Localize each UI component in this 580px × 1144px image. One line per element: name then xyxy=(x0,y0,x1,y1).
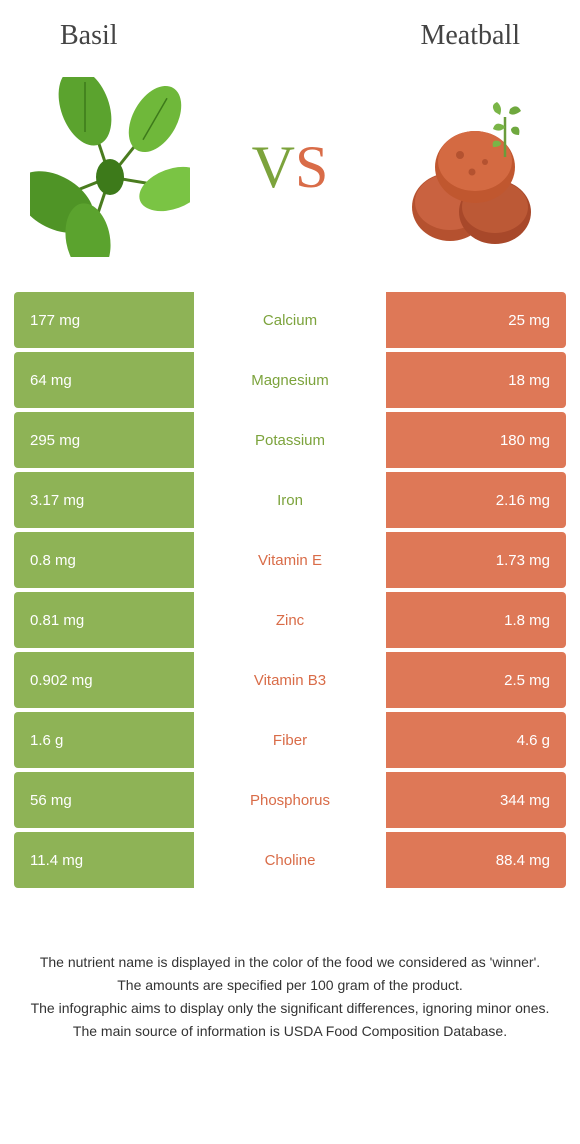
hero-row: VS xyxy=(0,52,580,292)
table-row: 64 mgMagnesium18 mg xyxy=(14,352,566,408)
left-value-cell: 0.902 mg xyxy=(14,652,194,708)
footer-line-2: The amounts are specified per 100 gram o… xyxy=(30,975,550,996)
left-value-cell: 0.81 mg xyxy=(14,592,194,648)
header: Basil Meatball xyxy=(0,0,580,52)
nutrient-name-cell: Calcium xyxy=(194,292,386,348)
left-value-cell: 295 mg xyxy=(14,412,194,468)
nutrient-name-cell: Potassium xyxy=(194,412,386,468)
right-value-cell: 25 mg xyxy=(386,292,566,348)
footer-line-4: The main source of information is USDA F… xyxy=(30,1021,550,1042)
meatball-image xyxy=(390,77,550,257)
right-value-cell: 88.4 mg xyxy=(386,832,566,888)
vs-s: S xyxy=(295,134,328,200)
nutrient-name-cell: Zinc xyxy=(194,592,386,648)
left-value-cell: 0.8 mg xyxy=(14,532,194,588)
table-row: 0.81 mgZinc1.8 mg xyxy=(14,592,566,648)
right-food-title: Meatball xyxy=(420,20,520,52)
right-value-cell: 1.8 mg xyxy=(386,592,566,648)
nutrient-name-cell: Iron xyxy=(194,472,386,528)
table-row: 11.4 mgCholine88.4 mg xyxy=(14,832,566,888)
nutrient-name-cell: Phosphorus xyxy=(194,772,386,828)
right-value-cell: 18 mg xyxy=(386,352,566,408)
table-row: 295 mgPotassium180 mg xyxy=(14,412,566,468)
nutrient-name-cell: Vitamin E xyxy=(194,532,386,588)
footer-line-1: The nutrient name is displayed in the co… xyxy=(30,952,550,973)
left-value-cell: 64 mg xyxy=(14,352,194,408)
vs-v: V xyxy=(252,134,295,200)
right-value-cell: 1.73 mg xyxy=(386,532,566,588)
right-value-cell: 180 mg xyxy=(386,412,566,468)
footer-line-3: The infographic aims to display only the… xyxy=(30,998,550,1019)
footer-notes: The nutrient name is displayed in the co… xyxy=(0,892,580,1064)
table-row: 0.8 mgVitamin E1.73 mg xyxy=(14,532,566,588)
table-row: 3.17 mgIron2.16 mg xyxy=(14,472,566,528)
left-value-cell: 1.6 g xyxy=(14,712,194,768)
left-value-cell: 177 mg xyxy=(14,292,194,348)
nutrient-name-cell: Fiber xyxy=(194,712,386,768)
right-value-cell: 2.16 mg xyxy=(386,472,566,528)
table-row: 56 mgPhosphorus344 mg xyxy=(14,772,566,828)
nutrient-name-cell: Vitamin B3 xyxy=(194,652,386,708)
left-food-title: Basil xyxy=(60,20,118,52)
left-value-cell: 11.4 mg xyxy=(14,832,194,888)
right-value-cell: 4.6 g xyxy=(386,712,566,768)
nutrient-table: 177 mgCalcium25 mg64 mgMagnesium18 mg295… xyxy=(0,292,580,888)
nutrient-name-cell: Choline xyxy=(194,832,386,888)
left-value-cell: 56 mg xyxy=(14,772,194,828)
nutrient-name-cell: Magnesium xyxy=(194,352,386,408)
table-row: 0.902 mgVitamin B32.5 mg xyxy=(14,652,566,708)
left-value-cell: 3.17 mg xyxy=(14,472,194,528)
right-value-cell: 344 mg xyxy=(386,772,566,828)
vs-label: VS xyxy=(252,133,329,202)
right-value-cell: 2.5 mg xyxy=(386,652,566,708)
table-row: 177 mgCalcium25 mg xyxy=(14,292,566,348)
table-row: 1.6 gFiber4.6 g xyxy=(14,712,566,768)
basil-image xyxy=(30,77,190,257)
